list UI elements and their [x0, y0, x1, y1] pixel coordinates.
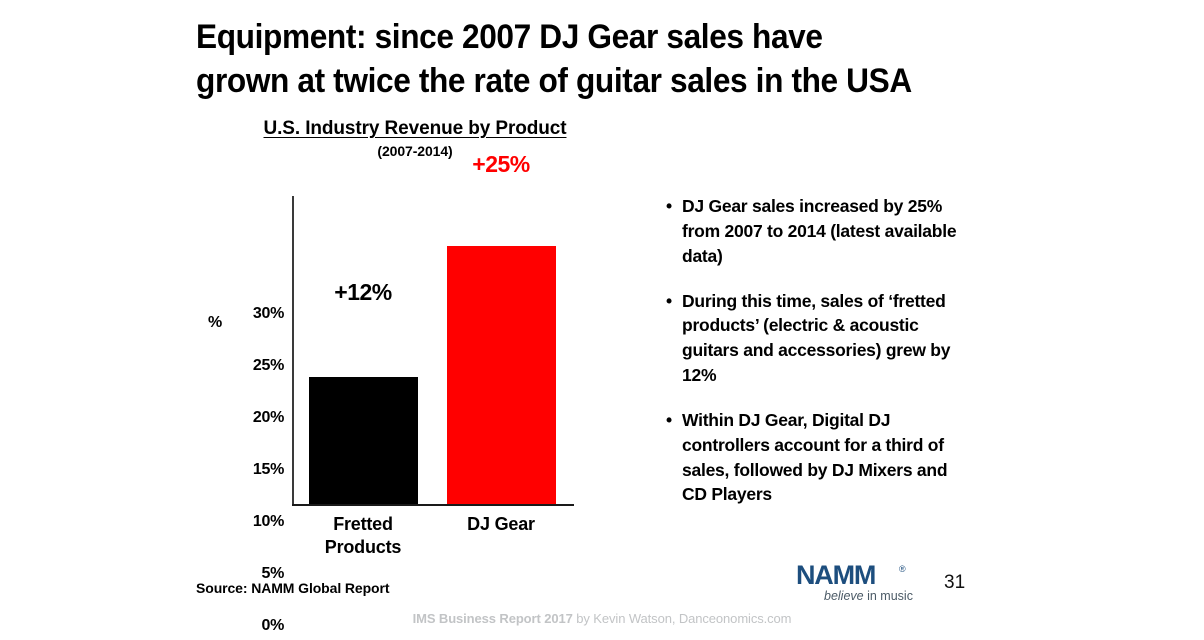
- x-tick-label-dj-gear: DJ Gear: [421, 513, 581, 536]
- source-note: Source: NAMM Global Report: [196, 580, 390, 596]
- namm-logo: NAMM ® believe in music: [796, 562, 916, 604]
- bar-value-fretted-products: +12%: [334, 279, 392, 305]
- watermark: IMS Business Report 2017 by Kevin Watson…: [0, 611, 1204, 626]
- bullet-dot-icon: •: [666, 290, 672, 311]
- list-item: • During this time, sales of ‘fretted pr…: [664, 289, 964, 388]
- watermark-bold: IMS Business Report 2017: [412, 611, 573, 626]
- y-tick-label: 10%: [252, 513, 284, 530]
- list-item: • DJ Gear sales increased by 25% from 20…: [664, 194, 964, 269]
- x-tick-label-line-1: DJ Gear: [467, 514, 535, 534]
- y-tick-label: 15%: [252, 461, 284, 478]
- watermark-rest: by Kevin Watson, Danceonomics.com: [572, 611, 792, 626]
- y-tick-label: 5%: [261, 565, 284, 582]
- list-item: • Within DJ Gear, Digital DJ controllers…: [664, 408, 964, 507]
- registered-trademark-icon: ®: [899, 564, 906, 574]
- bar-fretted-products: [309, 376, 418, 504]
- chart-subtitle: (2007-2014): [377, 143, 453, 159]
- chart-plot-area: 30% 25% 20% 15% 10% 5% 0% % +12% +25% Fr…: [180, 118, 650, 634]
- bar-value-dj-gear: +25%: [472, 151, 530, 177]
- page-title-line-1: Equipment: since 2007 DJ Gear sales have: [196, 18, 823, 56]
- list-item-text: DJ Gear sales increased by 25% from 2007…: [682, 196, 957, 266]
- namm-wordmark: NAMM: [796, 560, 876, 590]
- y-tick-label: 20%: [252, 409, 284, 426]
- bar-chart: U.S. Industry Revenue by Product (2007-2…: [180, 118, 650, 634]
- chart-title: U.S. Industry Revenue by Product: [263, 118, 567, 139]
- list-item-text: Within DJ Gear, Digital DJ controllers a…: [682, 409, 948, 505]
- bullet-list: • DJ Gear sales increased by 25% from 20…: [664, 194, 964, 507]
- y-axis-line: [292, 196, 294, 506]
- bullet-dot-icon: •: [666, 196, 672, 216]
- y-axis-title: %: [208, 314, 223, 331]
- y-tick-label: 0%: [261, 617, 284, 634]
- namm-tagline-rest: in music: [863, 589, 913, 603]
- list-item-text: During this time, sales of ‘fretted prod…: [682, 290, 951, 386]
- bullet-dot-icon: •: [666, 409, 672, 430]
- namm-tagline: believe in music: [824, 589, 913, 603]
- namm-tagline-italic: believe: [824, 589, 864, 603]
- page-title-line-2: grown at twice the rate of guitar sales …: [196, 61, 912, 100]
- bar-dj-gear: [447, 245, 556, 504]
- y-tick-label: 25%: [252, 357, 284, 374]
- y-tick-label: 30%: [252, 305, 284, 322]
- chart-title-group: U.S. Industry Revenue by Product (2007-2…: [180, 118, 650, 159]
- x-tick-label-fretted-products: Fretted Products: [283, 513, 443, 558]
- x-tick-label-line-1: Fretted: [333, 514, 393, 534]
- page-title: Equipment: since 2007 DJ Gear sales have…: [196, 16, 968, 103]
- page-number: 31: [944, 572, 966, 593]
- x-tick-label-line-2: Products: [324, 536, 402, 557]
- x-axis-line: [292, 504, 574, 506]
